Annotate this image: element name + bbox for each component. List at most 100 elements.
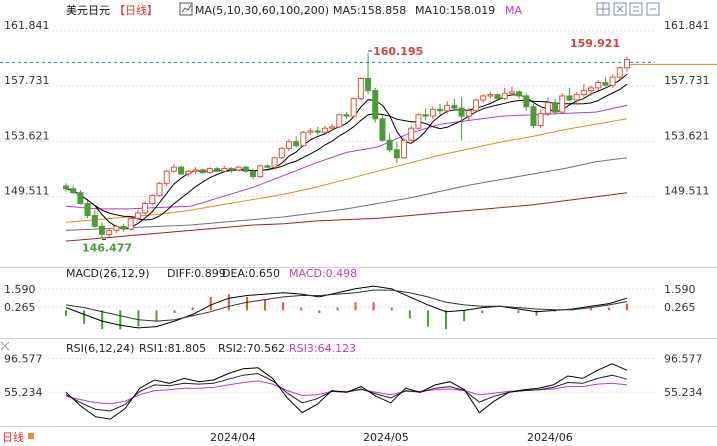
price-grid: [0, 30, 717, 240]
candle: [170, 164, 177, 173]
candle: [221, 165, 228, 173]
candle: [106, 227, 113, 238]
macd-tick-right: 1.590: [664, 283, 696, 296]
candle: [379, 114, 386, 142]
price-tick-left: 149.511: [4, 185, 50, 198]
footer-period-label[interactable]: 日线: [2, 430, 24, 444]
rsi-tick-right: 96.577: [664, 352, 703, 365]
macd-hist-value: MACD:0.498: [289, 267, 357, 280]
candle: [401, 137, 408, 160]
candle: [163, 169, 170, 187]
price-tick-left: 153.621: [4, 129, 50, 142]
ma5-line: [65, 74, 628, 230]
candle: [472, 98, 479, 113]
rsi-axis: 96.577 96.577 55.234 55.234: [4, 352, 703, 399]
macd-pane: MACD(26,12,9) DIFF:0.899 DEA:0.650 MACD:…: [0, 267, 696, 330]
rsi1-value: RSI1:81.805: [139, 342, 206, 355]
candle: [480, 94, 487, 103]
period-label[interactable]: 【日线】: [114, 3, 158, 17]
candle: [314, 126, 321, 135]
macd-lines: [65, 285, 628, 329]
macd-axis: 1.590 1.590 0.265 0.265: [4, 283, 696, 314]
candle: [127, 216, 134, 231]
date-label-may: 2024/05: [363, 431, 409, 444]
chart-header: 美元日元 【日线】 MA(5,10,30,60,100,200) MA5:158…: [66, 2, 660, 17]
candle: [544, 97, 551, 117]
candle: [415, 113, 422, 130]
expand-icon[interactable]: [0, 341, 10, 351]
period-icon[interactable]: [28, 433, 34, 439]
ma10-value: MA10:158.019: [415, 4, 495, 17]
candle: [537, 109, 544, 129]
candle: [293, 136, 300, 148]
candle: [228, 167, 235, 173]
candle: [336, 113, 343, 129]
candle: [408, 125, 415, 142]
candle: [250, 168, 256, 180]
rsi-pane: RSI(6,12,24) RSI1:81.805 RSI2:70.562 RSI…: [0, 342, 703, 420]
macd-tick-left: 1.590: [4, 283, 36, 296]
candle: [199, 168, 206, 174]
candle: [91, 210, 98, 228]
candle: [552, 98, 559, 115]
price-tick-right: 153.621: [664, 129, 710, 142]
macd-grid: [0, 288, 655, 308]
adjust-icon[interactable]: [613, 2, 627, 16]
candle: [214, 167, 221, 173]
candle: [530, 104, 537, 129]
high-annotation: 160.195: [373, 45, 423, 58]
price-tick-right: 149.511: [664, 185, 710, 198]
macd-tick-right: 0.265: [664, 301, 696, 314]
candle: [487, 91, 494, 99]
candle: [206, 167, 213, 174]
settings-icon[interactable]: [629, 2, 643, 16]
candle: [350, 97, 357, 118]
ma-settings-icon-line: [181, 4, 192, 13]
price-tick-right: 161.841: [664, 19, 710, 32]
candle: [616, 66, 623, 80]
candle: [386, 133, 393, 153]
candle: [134, 210, 141, 220]
ma200-line: [65, 192, 628, 242]
candle: [372, 87, 379, 123]
price-annotations: 160.195 159.921 146.477: [82, 37, 620, 254]
candle: [307, 128, 314, 135]
rsi-title: RSI(6,12,24): [66, 342, 134, 355]
candle: [235, 165, 242, 172]
candle: [113, 225, 120, 234]
candle: [329, 124, 336, 131]
candle: [422, 108, 429, 121]
candle: [63, 183, 69, 192]
candle: [501, 87, 508, 100]
candle: [185, 169, 192, 177]
rsi-lines: [65, 363, 628, 420]
candle: [588, 85, 595, 96]
candle: [77, 190, 84, 205]
rsi3-value: RSI3:64.123: [289, 342, 356, 355]
candle: [98, 222, 105, 238]
candle: [523, 93, 530, 111]
candle: [444, 101, 451, 114]
candle: [120, 223, 127, 232]
price-pane: 161.841 161.841 157.731 157.731 153.621 153.6…: [0, 19, 717, 254]
low-annotation: 146.477: [82, 241, 132, 254]
candle: [624, 56, 630, 72]
candle: [343, 112, 350, 119]
ma100-line: [65, 157, 628, 231]
candle: [494, 93, 501, 102]
last-high-annotation: 159.921: [570, 37, 620, 50]
candle: [264, 164, 271, 169]
candle: [242, 165, 249, 173]
candle: [156, 181, 163, 197]
candle: [508, 86, 515, 96]
candle: [357, 77, 364, 100]
rsi2-value: RSI2:70.562: [218, 342, 285, 355]
dea-line: [65, 289, 628, 322]
rsi-tick-left: 96.577: [4, 352, 43, 365]
candle: [142, 200, 149, 215]
more-icon[interactable]: [646, 2, 660, 16]
candle: [559, 93, 566, 114]
grid-icon[interactable]: [596, 2, 610, 16]
